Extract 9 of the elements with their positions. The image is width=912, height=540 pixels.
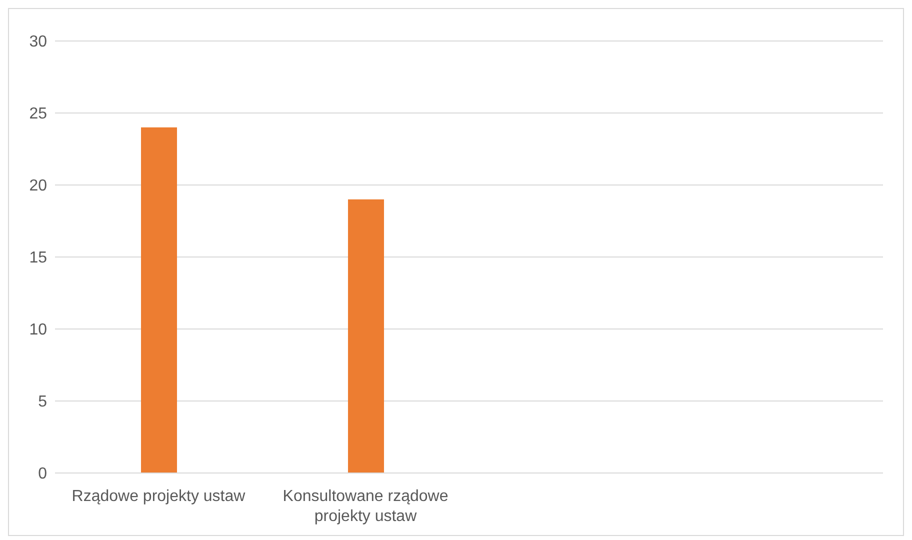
y-tick-label: 10 (29, 322, 48, 339)
y-tick-label: 25 (29, 106, 48, 123)
y-tick-label: 5 (38, 394, 48, 411)
y-tick-label: 0 (38, 466, 48, 483)
y-tick-label: 30 (29, 34, 48, 51)
x-tick-label: Rządowe projekty ustaw (72, 488, 246, 505)
x-tick-label: Konsultowane rządowe projekty ustaw (282, 488, 448, 525)
y-tick-label: 15 (29, 250, 48, 267)
y-tick-label: 20 (29, 178, 48, 195)
